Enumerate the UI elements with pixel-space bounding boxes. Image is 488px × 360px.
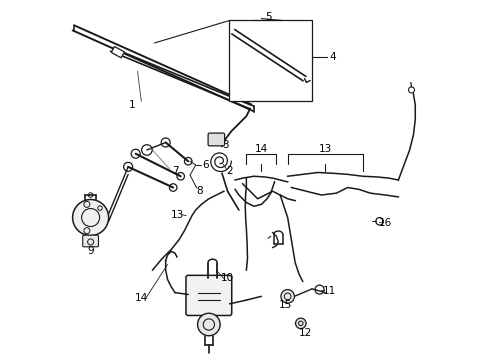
Text: 13: 13	[170, 210, 183, 220]
Bar	[111, 46, 124, 58]
Circle shape	[295, 318, 305, 329]
Text: 4: 4	[329, 52, 335, 62]
Text: 15: 15	[279, 300, 292, 310]
Text: 14: 14	[134, 293, 147, 303]
Text: 2: 2	[226, 166, 232, 176]
Text: 12: 12	[299, 328, 312, 338]
FancyBboxPatch shape	[185, 275, 231, 315]
Bar	[229, 21, 311, 101]
Text: 5: 5	[265, 12, 272, 22]
Circle shape	[72, 199, 108, 235]
Text: 3: 3	[222, 140, 228, 150]
Text: 14: 14	[254, 144, 267, 154]
Text: 6: 6	[202, 160, 209, 170]
Circle shape	[197, 313, 220, 336]
Text: 16: 16	[378, 218, 391, 228]
FancyBboxPatch shape	[82, 235, 98, 247]
Text: 7: 7	[171, 166, 178, 176]
Text: 8: 8	[196, 186, 203, 196]
Text: 11: 11	[322, 286, 335, 296]
Circle shape	[280, 289, 294, 303]
Text: 13: 13	[318, 144, 331, 154]
Text: 9: 9	[87, 246, 94, 256]
Text: 10: 10	[221, 273, 234, 283]
Text: 1: 1	[128, 100, 135, 110]
FancyBboxPatch shape	[208, 133, 224, 146]
